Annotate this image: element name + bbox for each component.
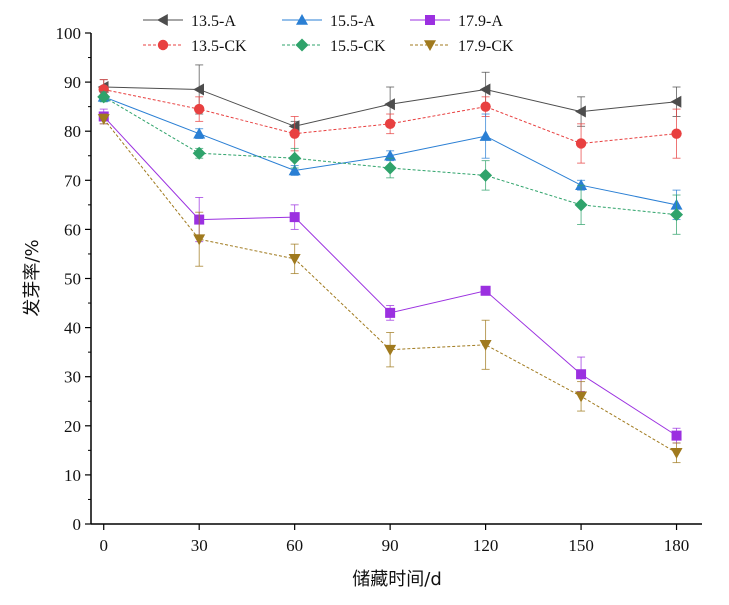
y-tick-label: 30 bbox=[64, 368, 81, 387]
data-point bbox=[670, 448, 683, 459]
data-point bbox=[97, 90, 111, 104]
data-point bbox=[671, 430, 682, 441]
data-point bbox=[576, 369, 587, 380]
legend-label: 13.5-A bbox=[191, 13, 236, 30]
legend-label: 17.9-CK bbox=[458, 38, 514, 55]
y-tick-label: 100 bbox=[56, 24, 82, 43]
data-point bbox=[289, 128, 300, 139]
legend-label: 17.9-A bbox=[458, 13, 503, 30]
data-point bbox=[575, 105, 586, 118]
legend-marker bbox=[157, 39, 169, 51]
data-point bbox=[384, 344, 397, 356]
legend-item: 17.9-A bbox=[410, 13, 503, 30]
data-point bbox=[289, 212, 300, 223]
data-point bbox=[288, 151, 302, 165]
axes-layer: 0 30 60 90 120 150 180 0 10 20 30 40 50 60 70 80 90 100 bbox=[56, 24, 702, 555]
data-point bbox=[479, 339, 492, 351]
data-point bbox=[480, 285, 491, 296]
data-point bbox=[288, 254, 301, 265]
x-tick-label: 60 bbox=[286, 536, 303, 555]
y-tick-label: 60 bbox=[64, 220, 81, 239]
data-point bbox=[383, 161, 397, 175]
legend-marker bbox=[425, 15, 435, 25]
legend-marker bbox=[296, 14, 308, 25]
y-tick-label: 70 bbox=[64, 171, 81, 190]
data-point bbox=[480, 101, 491, 112]
legend-item: 13.5-CK bbox=[143, 38, 247, 55]
legend-marker bbox=[424, 40, 436, 51]
x-tick-label: 120 bbox=[473, 536, 499, 555]
x-tick-label: 30 bbox=[191, 536, 208, 555]
data-point bbox=[385, 307, 396, 318]
data-point bbox=[288, 164, 301, 176]
legend: 13.5-A 15.5-A 17.9-A 13.5-CK 15.5-CK 17.9-CK bbox=[143, 13, 514, 55]
legend-item: 15.5-CK bbox=[282, 38, 386, 55]
x-axis-title: 储藏时间/d bbox=[352, 569, 442, 590]
legend-item: 15.5-A bbox=[282, 13, 375, 30]
data-point bbox=[193, 83, 204, 96]
data-point bbox=[479, 130, 492, 141]
y-tick-label: 10 bbox=[64, 466, 81, 485]
legend-item: 13.5-A bbox=[143, 13, 236, 30]
data-point bbox=[575, 391, 588, 403]
y-tick-label: 50 bbox=[64, 270, 81, 289]
data-point bbox=[97, 114, 110, 125]
data-point bbox=[193, 127, 206, 139]
data-point bbox=[671, 128, 682, 139]
series-17.9-CK bbox=[97, 113, 683, 464]
data-point bbox=[193, 103, 205, 115]
legend-marker bbox=[157, 14, 168, 26]
data-point bbox=[575, 179, 588, 191]
y-tick-label: 90 bbox=[64, 73, 81, 92]
y-axis-title: 发芽率/% bbox=[22, 239, 43, 316]
legend-label: 13.5-CK bbox=[191, 38, 247, 55]
data-point bbox=[193, 234, 206, 246]
data-point bbox=[192, 146, 206, 160]
legend-marker bbox=[295, 38, 309, 52]
data-point bbox=[479, 83, 491, 96]
series-13.5-CK bbox=[98, 79, 682, 164]
x-tick-label: 150 bbox=[568, 536, 594, 555]
x-tick-label: 180 bbox=[664, 536, 690, 555]
legend-label: 15.5-CK bbox=[330, 38, 386, 55]
legend-item: 17.9-CK bbox=[410, 38, 514, 55]
series-15.5-CK bbox=[97, 90, 684, 235]
data-point bbox=[575, 138, 587, 149]
data-point bbox=[670, 208, 684, 222]
data-point bbox=[479, 168, 493, 182]
y-tick-label: 20 bbox=[64, 417, 81, 436]
x-tick-label: 90 bbox=[382, 536, 399, 555]
y-tick-label: 40 bbox=[64, 319, 81, 338]
data-point bbox=[670, 95, 682, 108]
y-tick-label: 0 bbox=[73, 515, 82, 534]
legend-label: 15.5-A bbox=[330, 13, 375, 30]
y-tick-label: 80 bbox=[64, 122, 81, 141]
data-point bbox=[384, 98, 395, 111]
series-layer bbox=[97, 64, 684, 464]
data-point bbox=[384, 118, 396, 130]
data-point bbox=[574, 198, 588, 212]
x-tick-label: 0 bbox=[99, 536, 108, 555]
